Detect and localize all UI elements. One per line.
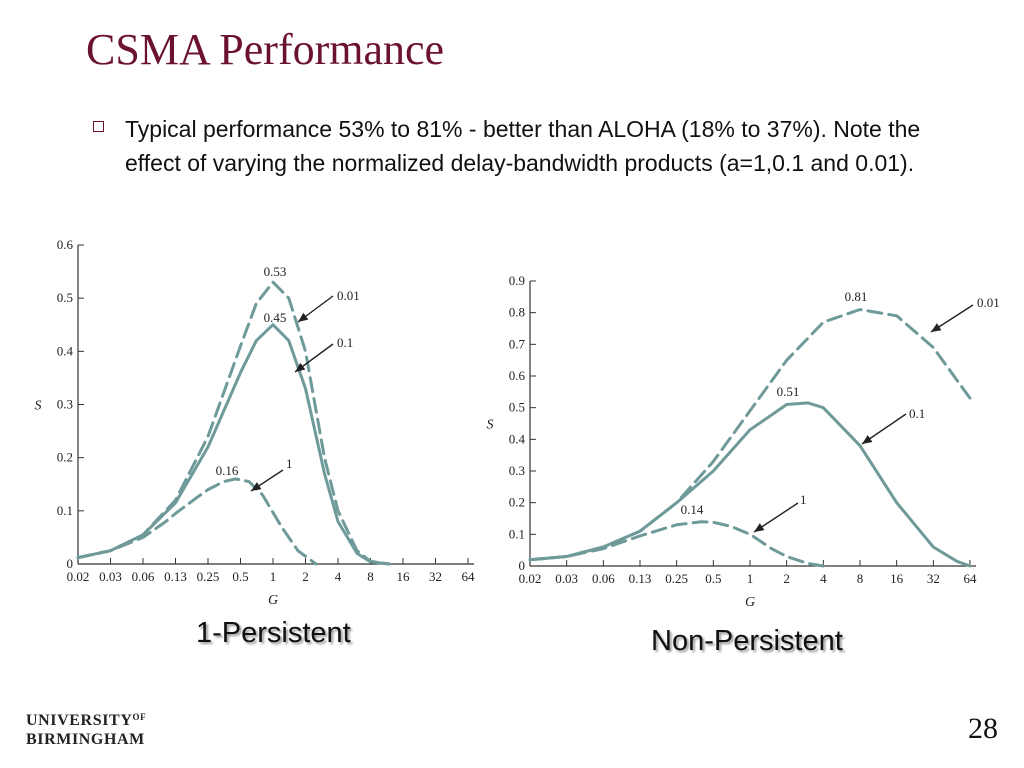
chart-1-persistent: 0 0.1 0.2 0.3 0.4 0.5 0.6 0.02 0.03 0.06 0.13 0.25 0…: [35, 237, 476, 608]
y-axis-label: S: [35, 399, 42, 414]
pointer-arrow: [294, 343, 334, 373]
y-tick-label: 0.3: [57, 397, 73, 412]
x-tick-label: 16: [890, 571, 904, 586]
x-tick-label: 0.5: [232, 569, 248, 584]
series-label: 1: [286, 456, 293, 471]
y-tick-label: 0: [519, 558, 526, 573]
x-tick-label: 0.25: [665, 571, 688, 586]
x-tick-label: 0.13: [164, 569, 187, 584]
x-tick-label: 32: [927, 571, 940, 586]
series-line-a-0-01: [528, 308, 972, 562]
peak-label: 0.51: [777, 384, 800, 399]
series-line-a-0-01: [76, 280, 391, 566]
x-tick-label: 0.03: [99, 569, 122, 584]
square-bullet-icon: [93, 121, 104, 132]
x-tick-label: 16: [397, 569, 411, 584]
series-label: 1: [800, 492, 807, 507]
y-tick-label: 0.6: [57, 237, 74, 252]
university-logo: UNIVERSITYOF BIRMINGHAM: [26, 708, 146, 749]
peak-label: 0.81: [845, 289, 868, 304]
y-tick-label: 0.2: [57, 450, 73, 465]
x-tick-label: 1: [270, 569, 277, 584]
y-tick-label: 0.7: [509, 336, 526, 351]
y-tick-label: 0.4: [57, 343, 74, 358]
chart-non-persistent: 0 0.1 0.2 0.3 0.4 0.5 0.6 0.7 0.8 0.9 0.02 0.03 0.06…: [487, 273, 1000, 610]
series-line-a-1: [528, 520, 825, 568]
logo-of: OF: [132, 712, 147, 722]
x-tick-label: 4: [820, 571, 827, 586]
pointer-arrow: [250, 469, 284, 492]
peak-label: 0.16: [216, 463, 239, 478]
peak-label: 0.53: [264, 264, 287, 279]
y-axis-label: S: [487, 418, 494, 433]
logo-line-1: UNIVERSITY: [26, 712, 133, 729]
series-label: 0.01: [977, 295, 1000, 310]
series-label: 0.1: [337, 335, 353, 350]
y-tick-label: 0.6: [509, 368, 526, 383]
bullet-point: Typical performance 53% to 81% - better …: [93, 112, 973, 180]
y-tick-label: 0.9: [509, 273, 525, 288]
page-number: 28: [968, 712, 998, 745]
y-tick-label: 0.4: [509, 431, 526, 446]
x-tick-label: 0.13: [629, 571, 652, 586]
x-tick-label: 32: [429, 569, 442, 584]
pointer-arrow: [861, 413, 907, 445]
chart-caption-non-persistent: Non-Persistent: [651, 625, 843, 657]
x-tick-label: 2: [302, 569, 309, 584]
x-tick-label: 0.03: [555, 571, 578, 586]
x-axis-label: G: [745, 595, 755, 610]
x-tick-label: 1: [747, 571, 754, 586]
y-tick-label: 0.3: [509, 463, 525, 478]
pointer-arrow: [930, 304, 974, 333]
x-tick-label: 64: [964, 571, 978, 586]
series-line-a-1: [76, 477, 318, 566]
y-tick-label: 0.5: [509, 400, 525, 415]
pointer-arrow: [753, 502, 799, 533]
series-label: 0.1: [909, 406, 925, 421]
peak-label: 0.14: [681, 502, 704, 517]
pointer-arrow: [297, 295, 334, 323]
x-tick-label: 0.02: [67, 569, 90, 584]
x-tick-label: 8: [367, 569, 374, 584]
logo-line-2: BIRMINGHAM: [26, 731, 145, 748]
series-line-a-0-1: [76, 323, 391, 566]
bullet-text: Typical performance 53% to 81% - better …: [125, 116, 921, 176]
x-tick-label: 0.06: [132, 569, 155, 584]
slide-title: CSMA Performance: [86, 25, 445, 74]
peak-label: 0.45: [264, 310, 287, 325]
series-line-a-0-1: [528, 401, 972, 568]
y-tick-label: 0.5: [57, 290, 73, 305]
x-tick-label: 8: [857, 571, 864, 586]
x-tick-label: 0.5: [705, 571, 721, 586]
x-tick-label: 64: [462, 569, 476, 584]
y-tick-label: 0.1: [57, 503, 73, 518]
x-tick-label: 2: [783, 571, 790, 586]
y-tick-label: 0.1: [509, 526, 525, 541]
y-tick-label: 0.2: [509, 495, 525, 510]
y-tick-label: 0: [67, 556, 74, 571]
x-tick-label: 4: [335, 569, 342, 584]
x-tick-label: 0.25: [197, 569, 220, 584]
x-axis-label: G: [268, 593, 278, 608]
chart-caption-1-persistent: 1-Persistent: [196, 617, 351, 649]
series-label: 0.01: [337, 288, 360, 303]
x-tick-label: 0.06: [592, 571, 615, 586]
y-tick-label: 0.8: [509, 305, 525, 320]
x-tick-label: 0.02: [519, 571, 542, 586]
